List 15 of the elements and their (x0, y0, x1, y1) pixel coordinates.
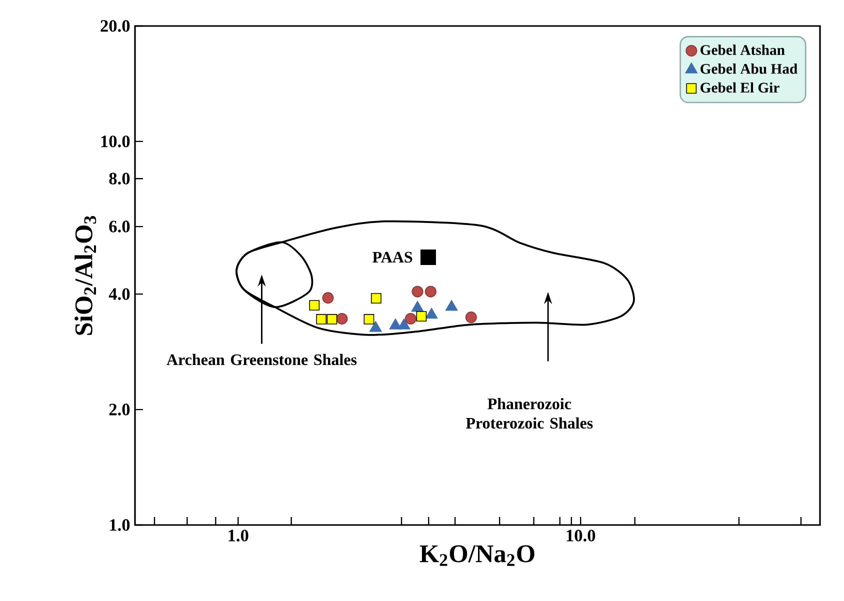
y-tick-label: 1.0 (110, 519, 130, 531)
legend-label: Gebel Atshan (700, 44, 785, 55)
y-tick-label: 4.0 (108, 288, 130, 300)
annotation: PAAS (372, 252, 412, 263)
y-tick-label: 6.0 (109, 220, 130, 232)
legend-label: Gebel El Gir (700, 82, 780, 93)
y-tick-label: 2.0 (109, 404, 130, 416)
y-tick-label: 20.0 (100, 20, 130, 32)
legend-label: Gebel Abu Had (700, 64, 798, 74)
y-tick-label: 10.0 (101, 136, 130, 148)
y-axis-title: SiO$_{2}$/Al$_{2}$O$_{3}$ (74, 216, 96, 335)
annotation: Phanerozoic Proterozoic Shales (466, 398, 593, 429)
annotation: Archean Greenstone Shales (166, 354, 357, 366)
x-axis-title: K$_{2}$O/Na$_{2}$O (420, 545, 534, 566)
y-tick-label: 8.0 (109, 172, 130, 185)
